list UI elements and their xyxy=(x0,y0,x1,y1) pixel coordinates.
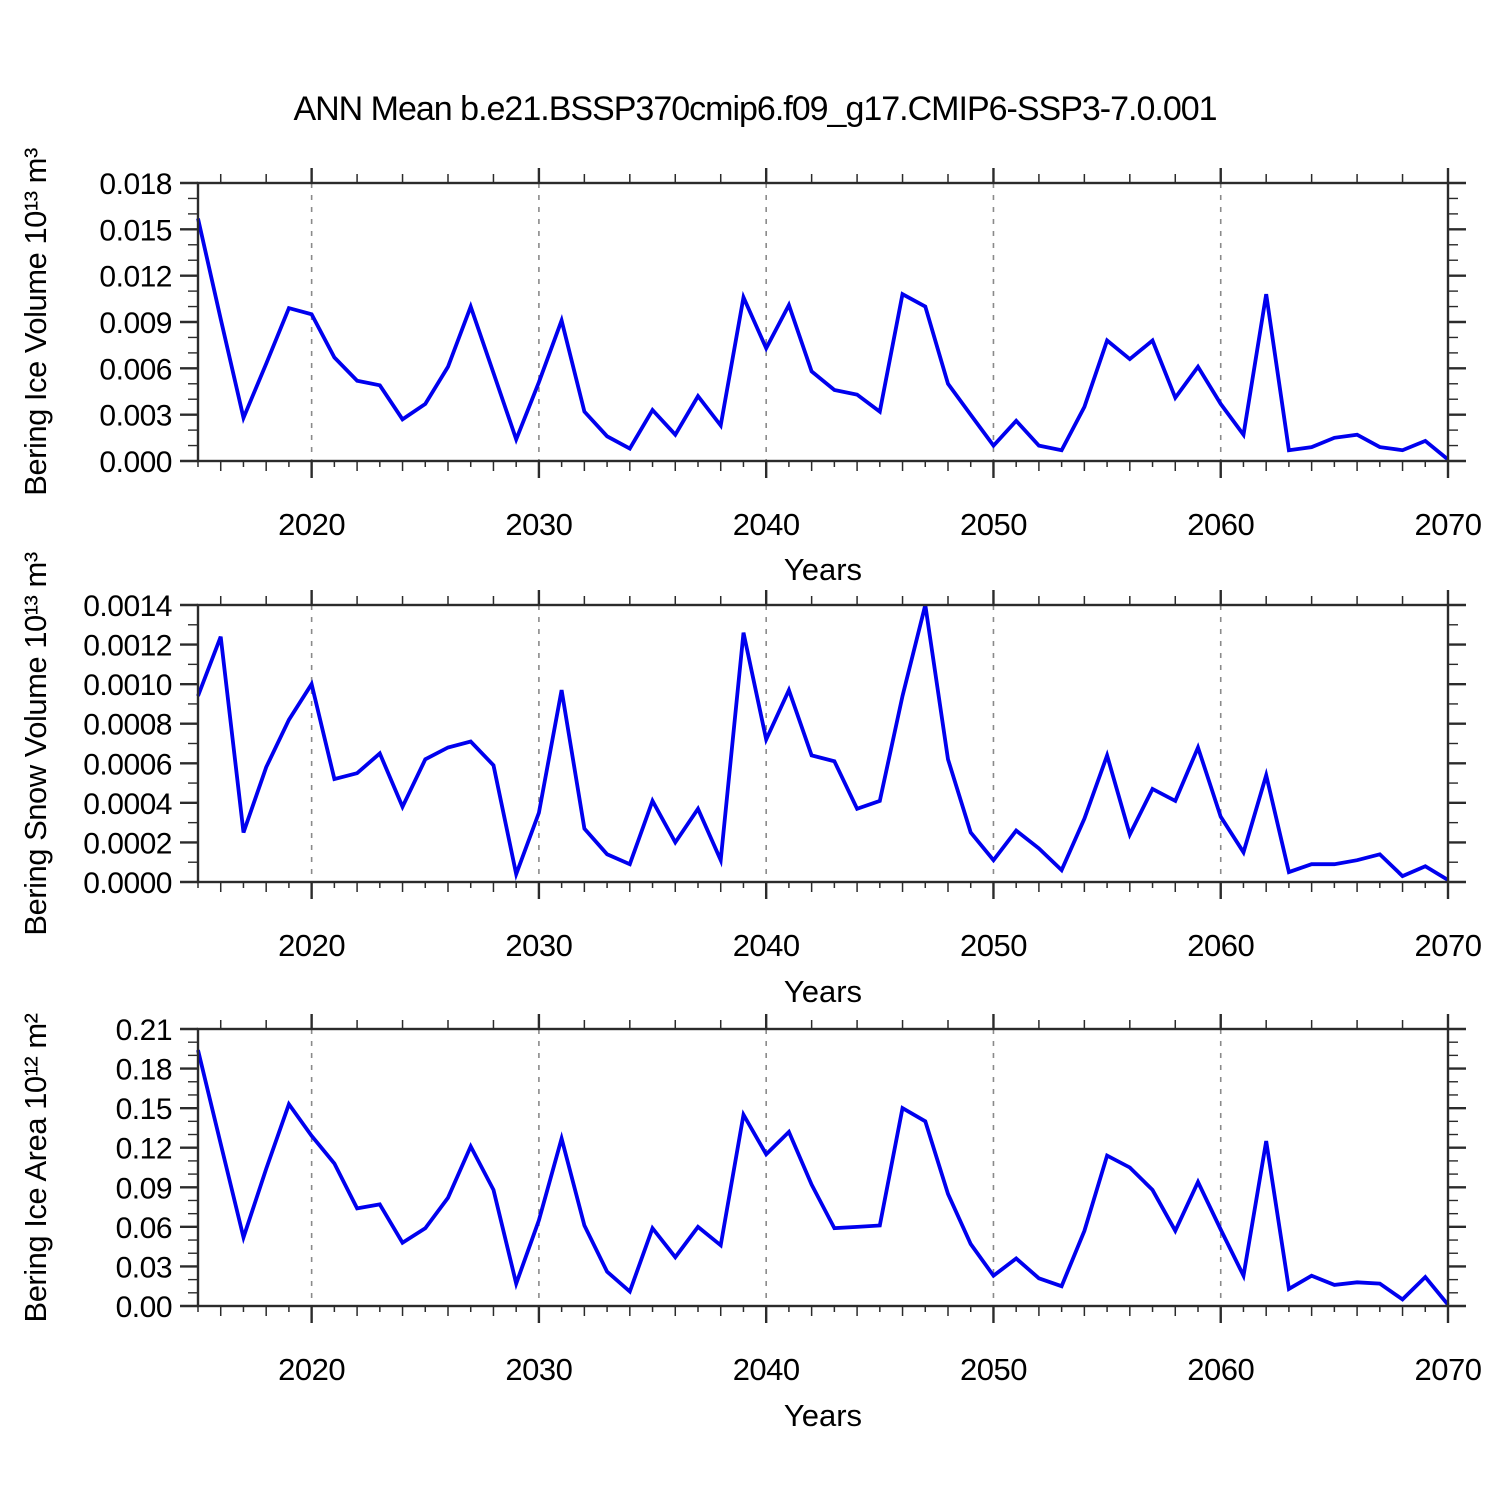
y-tick-label: 0.0012 xyxy=(83,630,172,663)
y-tick-label: 0.06 xyxy=(116,1212,172,1245)
x-tick-label: 2070 xyxy=(1415,507,1482,542)
x-axis-label-years-bottom: Years xyxy=(783,1398,863,1433)
y-tick-label: 0.015 xyxy=(99,214,172,247)
x-axis-label-years-middle: Years xyxy=(783,974,863,1009)
y-tick-label: 0.09 xyxy=(116,1172,172,1205)
y-tick-label: 0.000 xyxy=(99,446,172,479)
y-tick-label: 0.0004 xyxy=(83,788,172,821)
plot-frame xyxy=(196,1027,1450,1308)
y-tick-label: 0.0010 xyxy=(83,669,172,702)
x-tick-label: 2040 xyxy=(733,507,800,542)
x-tick-label: 2070 xyxy=(1415,928,1482,963)
bering-snow-volume-series-line xyxy=(196,604,1449,882)
y-tick-label: 0.0014 xyxy=(83,590,172,623)
y-tick-label: 0.0008 xyxy=(83,709,172,742)
y-tick-label: 0.0002 xyxy=(83,827,172,860)
y-tick-label: 0.21 xyxy=(116,1014,172,1047)
x-tick-label: 2040 xyxy=(733,1352,800,1387)
y-tick-label: 0.00 xyxy=(116,1291,172,1324)
figure-title: ANN Mean b.e21.BSSP370cmip6.f09_g17.CMIP… xyxy=(293,90,1217,128)
chart-bering-ice-area: 0.00 0.03 0.06 0.09 0.12 0.15 0.18 0.21 2020 2030… xyxy=(116,1014,1482,1387)
y-tick-label: 0.003 xyxy=(99,400,172,433)
y-tick-label: 0.006 xyxy=(99,353,172,386)
x-tick-label: 2030 xyxy=(505,928,572,963)
x-tick-label: 2050 xyxy=(960,1352,1027,1387)
y-tick-label: 0.009 xyxy=(99,307,172,340)
chart-bering-ice-volume: 0.000 0.003 0.006 0.009 0.012 0.015 0.018 2020 2… xyxy=(99,168,1482,542)
x-tick-label: 2030 xyxy=(505,1352,572,1387)
x-tick-label: 2050 xyxy=(960,928,1027,963)
x-tick-label: 2050 xyxy=(960,507,1027,542)
x-tick-label: 2070 xyxy=(1415,1352,1482,1387)
x-tick-label: 2060 xyxy=(1187,1352,1254,1387)
y-tick-label: 0.0000 xyxy=(83,867,172,900)
x-tick-label: 2030 xyxy=(505,507,572,542)
x-tick-label: 2060 xyxy=(1187,507,1254,542)
x-tick-label: 2040 xyxy=(733,928,800,963)
y-tick-label: 0.15 xyxy=(116,1093,172,1126)
plot-frame xyxy=(196,603,1450,884)
x-tick-label: 2060 xyxy=(1187,928,1254,963)
x-axis-label-years-top: Years xyxy=(783,552,863,587)
x-tick-label: 2020 xyxy=(278,1352,345,1387)
x-tick-label: 2020 xyxy=(278,507,345,542)
bering-ice-volume-series-line xyxy=(196,218,1450,461)
y-tick-label: 0.03 xyxy=(116,1251,172,1284)
chart-bering-snow-volume: 0.0000 0.0002 0.0004 0.0006 0.0008 0.0010 0.00… xyxy=(83,590,1482,963)
y-tick-label: 0.0006 xyxy=(83,748,172,781)
y-tick-label: 0.12 xyxy=(116,1133,172,1166)
y-tick-label: 0.012 xyxy=(99,261,172,294)
bering-ice-area-series-line xyxy=(196,1049,1450,1306)
y-tick-label: 0.018 xyxy=(99,168,172,201)
x-tick-label: 2020 xyxy=(278,928,345,963)
y-tick-label: 0.18 xyxy=(116,1054,172,1087)
